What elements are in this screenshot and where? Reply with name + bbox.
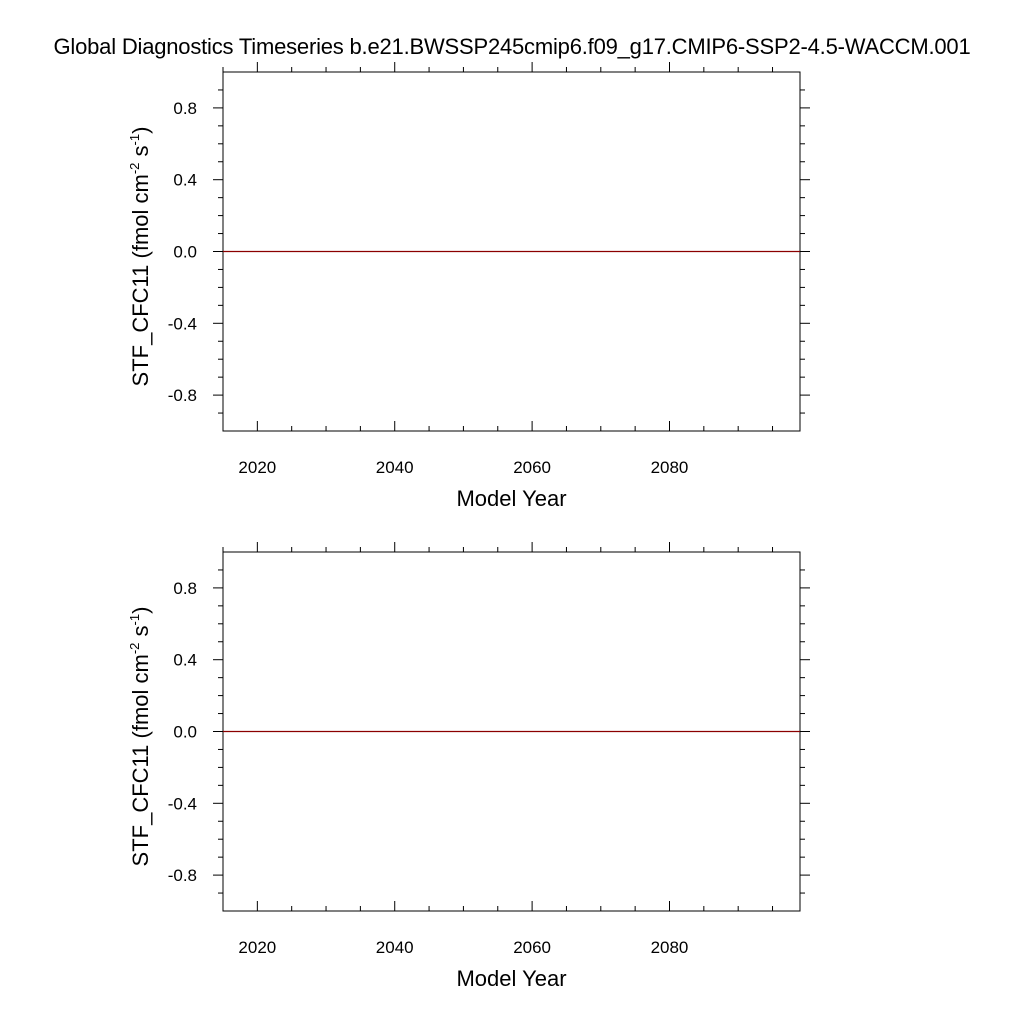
x-tick-label: 2080	[651, 938, 689, 957]
y-axis-label-exponent: -2	[127, 643, 142, 655]
y-axis-label: STF_CFC11 (fmol cm-2 s-1)	[127, 607, 153, 867]
x-tick-label: 2060	[513, 458, 551, 477]
y-axis-label-main: STF_CFC11 (fmol cm	[128, 174, 153, 386]
y-tick-label: 0.8	[173, 579, 197, 598]
chart-panel-2: 2020 2040 2060 2080 0.8 0.4 0.0 -0.4 -0.8 Model Y…	[127, 542, 810, 991]
y-tick-label: 0.4	[173, 171, 197, 190]
x-axis-label: Model Year	[456, 486, 566, 511]
y-axis-label-close: )	[128, 127, 153, 134]
y-axis-label: STF_CFC11 (fmol cm-2 s-1)	[127, 127, 153, 387]
y-tick-label: -0.8	[168, 386, 197, 405]
y-tick-label: 0.8	[173, 99, 197, 118]
y-axis-label-exponent: -2	[127, 163, 142, 175]
y-tick-label: -0.8	[168, 866, 197, 885]
y-tick-label: -0.4	[168, 314, 197, 333]
x-axis-label: Model Year	[456, 966, 566, 991]
y-axis-label-exponent: -1	[127, 614, 142, 626]
y-tick-label: 0.4	[173, 651, 197, 670]
y-tick-label: -0.4	[168, 794, 197, 813]
chart-panel-1: 2020 2040 2060 2080 0.8 0.4 0.0 -0.4 -0.8 Model Y…	[127, 62, 810, 511]
x-tick-label: 2020	[238, 458, 276, 477]
y-axis-label-close: )	[128, 607, 153, 614]
x-tick-label: 2060	[513, 938, 551, 957]
y-axis-label-unit: s	[128, 625, 153, 642]
y-axis-label-exponent: -1	[127, 134, 142, 146]
page-title: Global Diagnostics Timeseries b.e21.BWSS…	[53, 34, 971, 59]
y-tick-label: 0.0	[173, 723, 197, 742]
y-axis-label-main: STF_CFC11 (fmol cm	[128, 654, 153, 866]
y-axis-label-unit: s	[128, 145, 153, 162]
x-tick-label: 2080	[651, 458, 689, 477]
x-tick-label: 2040	[376, 458, 414, 477]
x-tick-label: 2040	[376, 938, 414, 957]
x-tick-label: 2020	[238, 938, 276, 957]
y-tick-label: 0.0	[173, 243, 197, 262]
